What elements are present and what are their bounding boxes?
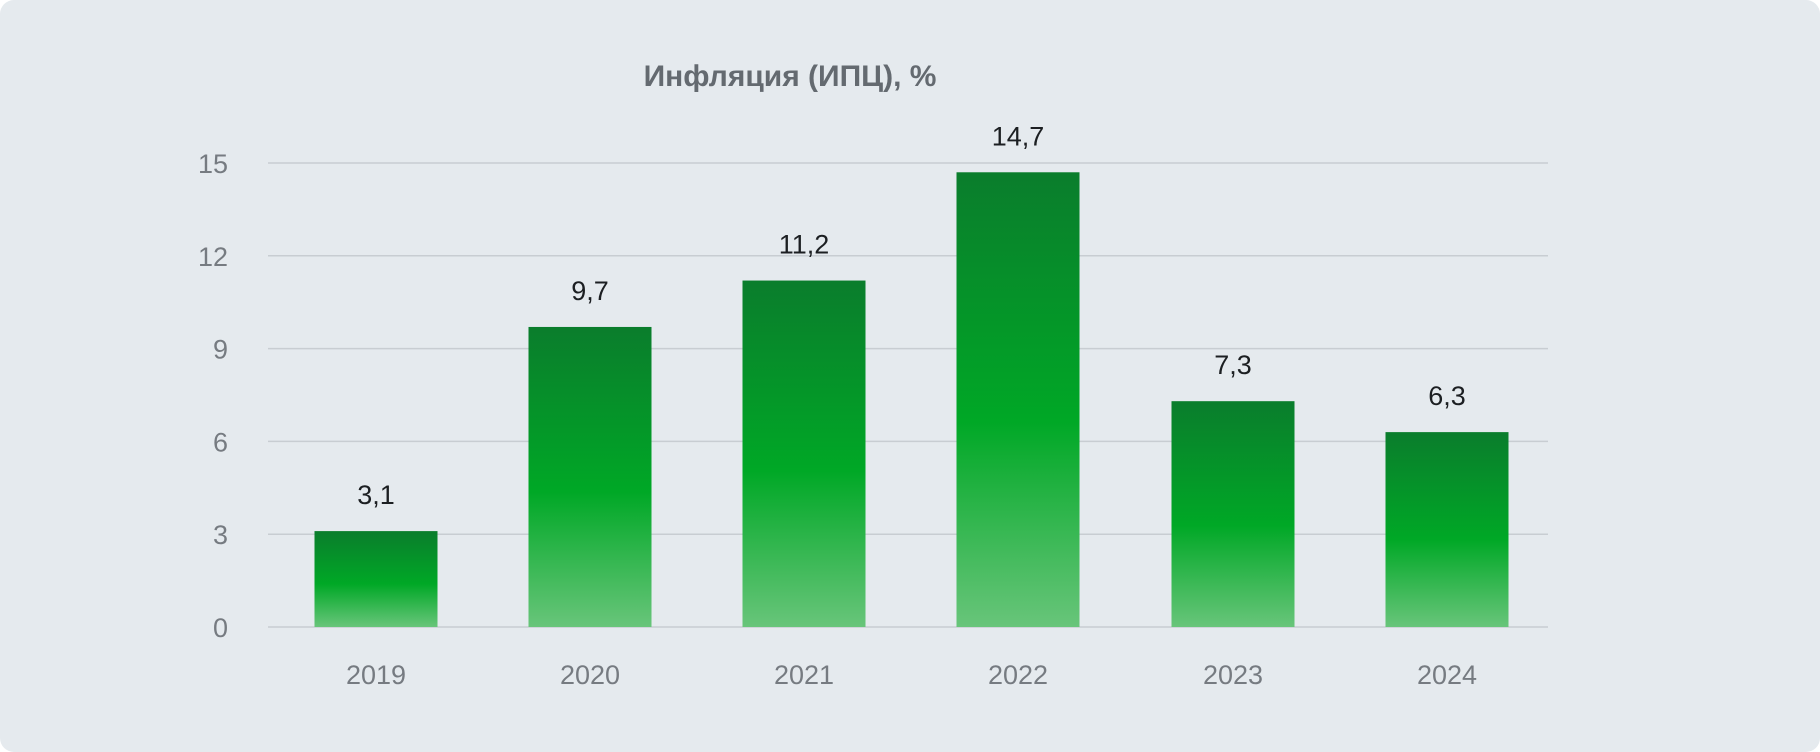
bar	[956, 172, 1080, 627]
bar	[528, 326, 652, 627]
y-tick-label: 9	[213, 335, 228, 365]
data-label: 11,2	[779, 230, 830, 260]
data-label: 14,7	[992, 121, 1045, 151]
bars	[314, 172, 1509, 627]
data-label: 3,1	[357, 480, 395, 510]
x-tick-label: 2019	[346, 660, 406, 690]
data-label: 7,3	[1214, 350, 1252, 380]
bar	[314, 531, 438, 627]
x-tick-label: 2024	[1417, 660, 1477, 690]
data-label: 9,7	[571, 276, 609, 306]
chart-title: Инфляция (ИПЦ), %	[643, 60, 937, 93]
x-tick-label: 2021	[774, 660, 834, 690]
bar	[1385, 432, 1509, 627]
bar	[1171, 401, 1295, 627]
bar	[742, 280, 866, 627]
x-tick-label: 2020	[560, 660, 620, 690]
x-tick-label: 2022	[988, 660, 1048, 690]
y-tick-label: 0	[213, 613, 228, 643]
data-label: 6,3	[1428, 381, 1466, 411]
y-axis-ticks: 0 3 6 9 12 15	[198, 149, 228, 643]
data-labels: 3,1 9,7 11,2 14,7 7,3 6,3	[357, 121, 1466, 510]
y-tick-label: 6	[213, 427, 228, 457]
gridlines	[268, 162, 1548, 628]
x-tick-label: 2023	[1203, 660, 1263, 690]
x-axis-ticks: 2019 2020 2021 2022 2023 2024	[346, 660, 1477, 690]
y-tick-label: 15	[198, 149, 228, 179]
y-tick-label: 3	[213, 520, 228, 550]
y-tick-label: 12	[198, 242, 228, 272]
